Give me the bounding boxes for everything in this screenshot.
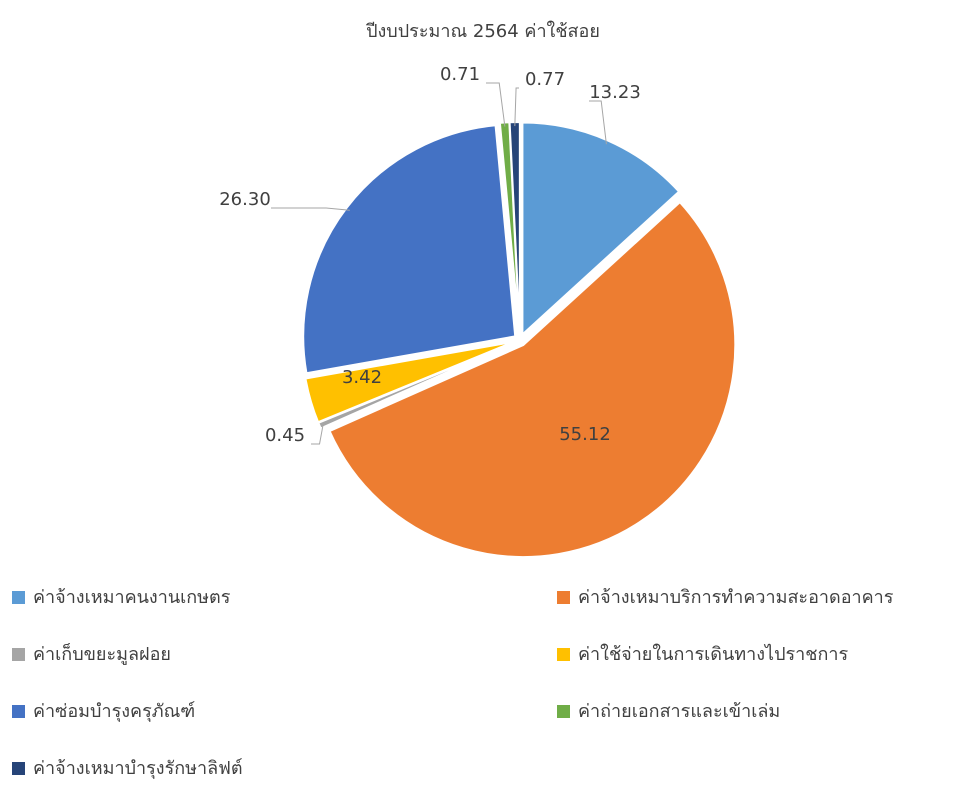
legend-label: ค่าจ้างเหมาบำรุงรักษาลิฟต์ xyxy=(33,758,243,779)
data-label: 0.77 xyxy=(525,69,565,90)
legend-label: ค่าจ้างเหมาคนงานเกษตร xyxy=(33,587,231,608)
legend-swatch xyxy=(557,648,570,661)
legend-label: ค่าจ้างเหมาบริการทำความสะอาดอาคาร xyxy=(578,587,894,608)
data-label: 26.30 xyxy=(219,189,271,210)
legend-swatch xyxy=(557,591,570,604)
legend-swatch xyxy=(12,705,25,718)
pie-slice xyxy=(328,200,737,558)
chart-title: ปีงบประมาณ 2564 ค่าใช้สอย xyxy=(366,20,600,42)
data-label: 3.42 xyxy=(342,367,382,388)
leader-line xyxy=(311,423,324,445)
legend-swatch xyxy=(12,591,25,604)
leader-line xyxy=(589,100,607,145)
data-label: 55.12 xyxy=(559,424,611,445)
leader-line xyxy=(514,87,519,127)
leader-line xyxy=(486,82,506,127)
legend-label: ค่าเก็บขยะมูลฝอย xyxy=(33,642,171,665)
pie-slice xyxy=(302,124,517,375)
legend-label: ค่าถ่ายเอกสารและเข้าเล่ม xyxy=(578,701,780,722)
pie-slice xyxy=(521,121,681,337)
data-label: 0.71 xyxy=(440,64,480,85)
legend-swatch xyxy=(557,705,570,718)
data-label: 13.23 xyxy=(589,82,641,103)
legend-swatch xyxy=(12,648,25,661)
leader-line xyxy=(271,207,350,211)
legend-swatch xyxy=(12,762,25,775)
legend-label: ค่าซ่อมบำรุงครุภัณฑ์ xyxy=(33,701,195,722)
data-label: 0.45 xyxy=(265,425,305,446)
legend-label: ค่าใช้จ่ายในการเดินทางไปราชการ xyxy=(578,643,849,665)
pie-slice xyxy=(304,340,515,424)
